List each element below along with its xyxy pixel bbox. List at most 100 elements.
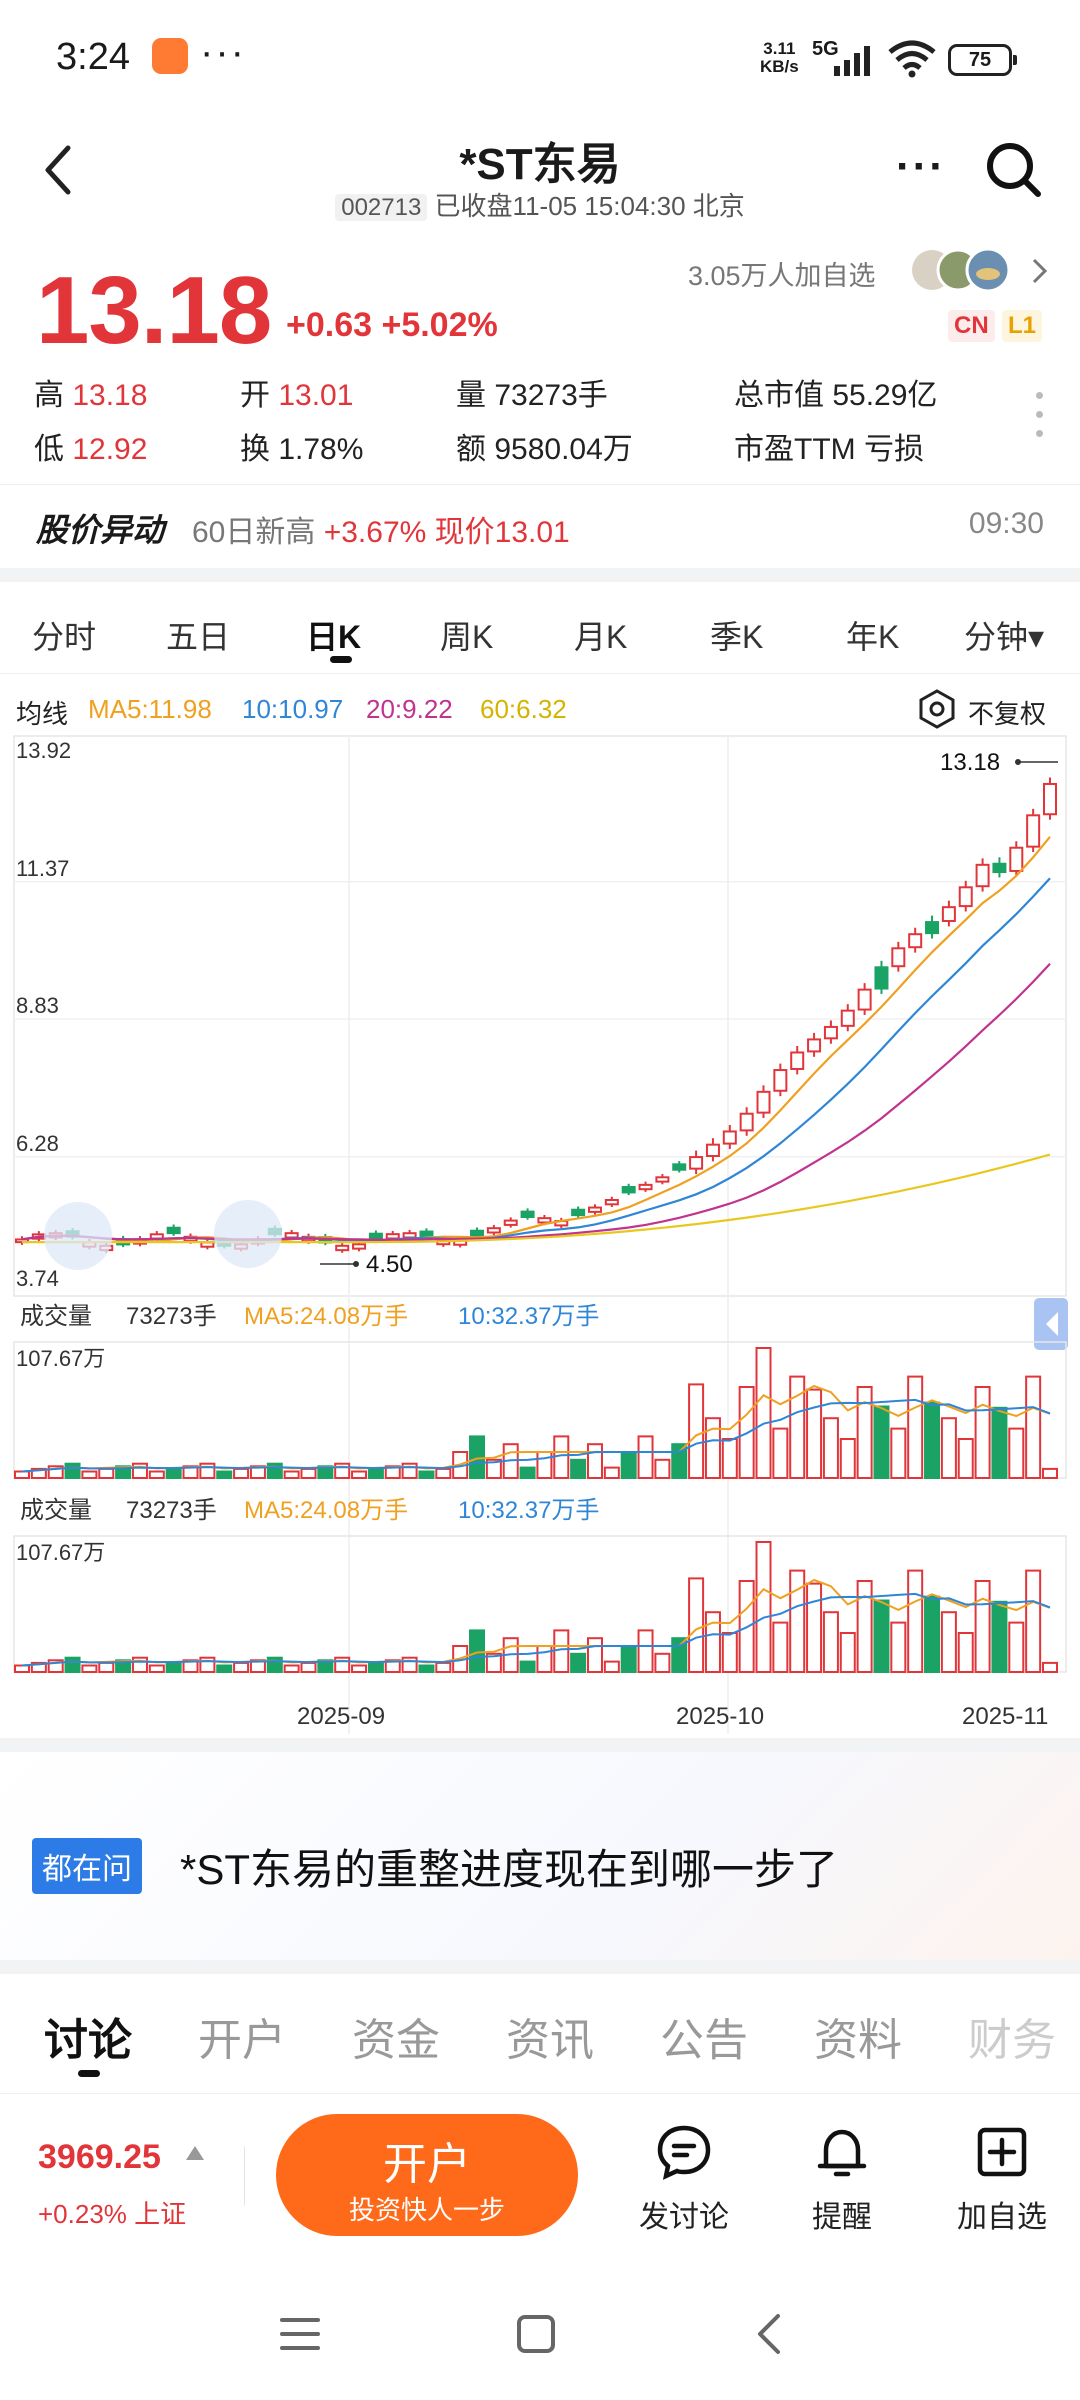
volume-bar <box>890 1427 907 1479</box>
volume-bar <box>351 1664 368 1673</box>
volume-bar <box>64 1656 81 1674</box>
volume-bar <box>974 1580 991 1673</box>
more-button[interactable]: ··· <box>896 142 946 191</box>
volume-bar <box>789 1569 806 1673</box>
post-discussion-button[interactable]: 发讨论 <box>624 2122 744 2236</box>
adjust-button[interactable]: 不复权 <box>968 699 1047 729</box>
more-stats-icon[interactable] <box>1036 392 1044 449</box>
volume-bar <box>991 1406 1008 1479</box>
content-tabs: 讨论 开户 资金 资讯 公告 资料 财务 <box>0 1974 1080 2094</box>
nav-back-icon[interactable] <box>754 2312 784 2356</box>
home-icon[interactable] <box>514 2312 558 2356</box>
volume-bar <box>435 1661 452 1674</box>
y-tick-label: 13.92 <box>16 738 71 763</box>
volume-bar <box>300 1661 317 1674</box>
content-tab[interactable]: 资讯 <box>506 2016 594 2065</box>
divider <box>0 1738 1080 1752</box>
volume-bar <box>216 1470 233 1479</box>
volume-bar <box>755 1541 772 1673</box>
volume-bar <box>1042 1661 1058 1674</box>
content-tab[interactable]: 财务 <box>968 2016 1056 2065</box>
add-watchlist-button[interactable]: 加自选 <box>942 2122 1062 2236</box>
vol-ma10: 10:32.37万手 <box>458 1303 599 1330</box>
search-icon[interactable] <box>984 140 1044 200</box>
candle-body <box>368 1232 383 1241</box>
content-tab[interactable]: 公告 <box>660 2016 748 2065</box>
net-speed-value: 3.11 <box>763 39 796 58</box>
candle-body <box>874 966 889 990</box>
period-tab[interactable]: 分钟▾ <box>964 619 1045 655</box>
candle-body <box>941 906 956 922</box>
period-tab[interactable]: 周K <box>440 619 494 655</box>
index-value[interactable]: 3969.25 <box>38 2138 161 2176</box>
follower-avatars[interactable] <box>908 246 1018 294</box>
l1-tag[interactable]: L1 <box>1002 310 1043 342</box>
content-tab[interactable]: 资金 <box>352 2016 440 2065</box>
vol-ma10-line <box>21 1398 1051 1473</box>
net-speed: 3.11 KB/s <box>760 40 799 76</box>
volume-bar <box>637 1435 654 1480</box>
index-change[interactable]: +0.23% 上证 <box>38 2199 187 2229</box>
stat-volume: 73273手 <box>494 379 608 412</box>
period-tab[interactable]: 五日 <box>166 619 231 655</box>
volume-bar <box>553 1435 570 1480</box>
y-tick-label: 3.74 <box>16 1266 59 1291</box>
reminder-button[interactable]: 提醒 <box>782 2122 902 2236</box>
volume-bar <box>839 1632 856 1673</box>
period-tab[interactable]: 分时 <box>32 619 97 655</box>
menu-icon[interactable] <box>278 2314 322 2354</box>
max-price-label: 13.18 <box>940 749 1000 776</box>
content-tab[interactable]: 讨论 <box>44 2016 132 2065</box>
network-type: 5G <box>812 38 839 60</box>
chart-period-tabs: 分时 五日 日K 周K 月K 季K 年K 分钟▾ <box>0 590 1080 674</box>
y-tick-label: 6.28 <box>16 1131 59 1156</box>
volume-bar <box>485 1458 502 1479</box>
candle-body <box>756 1090 771 1114</box>
volume-bar <box>283 1664 300 1673</box>
volume-bar <box>654 1652 671 1673</box>
stat-mktcap-pe: 总市值 55.29亿 市盈TTM 亏损 <box>734 379 938 466</box>
kline-chart[interactable]: 13.92 11.37 8.83 6.28 3.74 13.18 4.50 成交量 73273手… <box>0 734 1080 1734</box>
ma-label: 均线 <box>16 699 69 729</box>
y-tick-label: 8.83 <box>16 993 59 1018</box>
follower-count[interactable]: 3.05万人加自选 <box>688 261 876 291</box>
content-tab[interactable]: 资料 <box>814 2016 902 2065</box>
back-icon[interactable] <box>36 140 86 200</box>
volume-bar <box>283 1470 300 1479</box>
candle-body <box>571 1208 586 1217</box>
faq-card[interactable]: 都在问 *ST东易的重整进度现在到哪一步了 <box>0 1752 1080 1960</box>
active-tab-indicator <box>78 2070 100 2077</box>
adjust-icon[interactable] <box>916 688 958 730</box>
period-tab[interactable]: 月K <box>574 619 628 655</box>
price-change: +0.63 +5.02% <box>286 306 498 344</box>
chevron-right-icon[interactable] <box>1030 256 1050 286</box>
index-expand-icon[interactable] <box>186 2146 204 2160</box>
volume-bar <box>637 1629 654 1674</box>
period-tab[interactable]: 年K <box>846 619 900 655</box>
open-account-button[interactable]: 开户 投资快人一步 <box>276 2114 578 2236</box>
volume-bar <box>47 1659 64 1673</box>
candle-body <box>284 1232 299 1239</box>
faq-question[interactable]: *ST东易的重整进度现在到哪一步了 <box>180 1846 839 1893</box>
volume-bar <box>873 1405 890 1479</box>
period-tab[interactable]: 日K <box>306 619 362 655</box>
stat-pe: 亏损 <box>863 433 924 466</box>
candle-body <box>470 1229 485 1238</box>
wifi-icon <box>888 40 936 78</box>
candle-body <box>503 1219 518 1226</box>
cn-tag[interactable]: CN <box>948 310 995 342</box>
volume-bar <box>688 1383 705 1480</box>
candle-body <box>335 1244 350 1252</box>
divider <box>244 2146 245 2206</box>
candle-body <box>520 1210 535 1219</box>
volume-bar <box>957 1632 974 1673</box>
period-tab[interactable]: 季K <box>710 619 764 655</box>
volume-bar <box>536 1451 553 1479</box>
volume-bar <box>755 1347 772 1479</box>
content-tab[interactable]: 开户 <box>198 2016 286 2065</box>
price-alert[interactable]: 股价异动 60日新高 +3.67% 现价13.01 09:30 <box>0 484 1080 572</box>
kline-svg[interactable]: 13.92 11.37 8.83 6.28 3.74 13.18 4.50 成交量 73273手… <box>0 734 1080 1734</box>
stat-open: 13.01 <box>278 379 354 412</box>
ma60-value: 60:6.32 <box>480 694 567 724</box>
last-price: 13.18 <box>36 257 272 364</box>
